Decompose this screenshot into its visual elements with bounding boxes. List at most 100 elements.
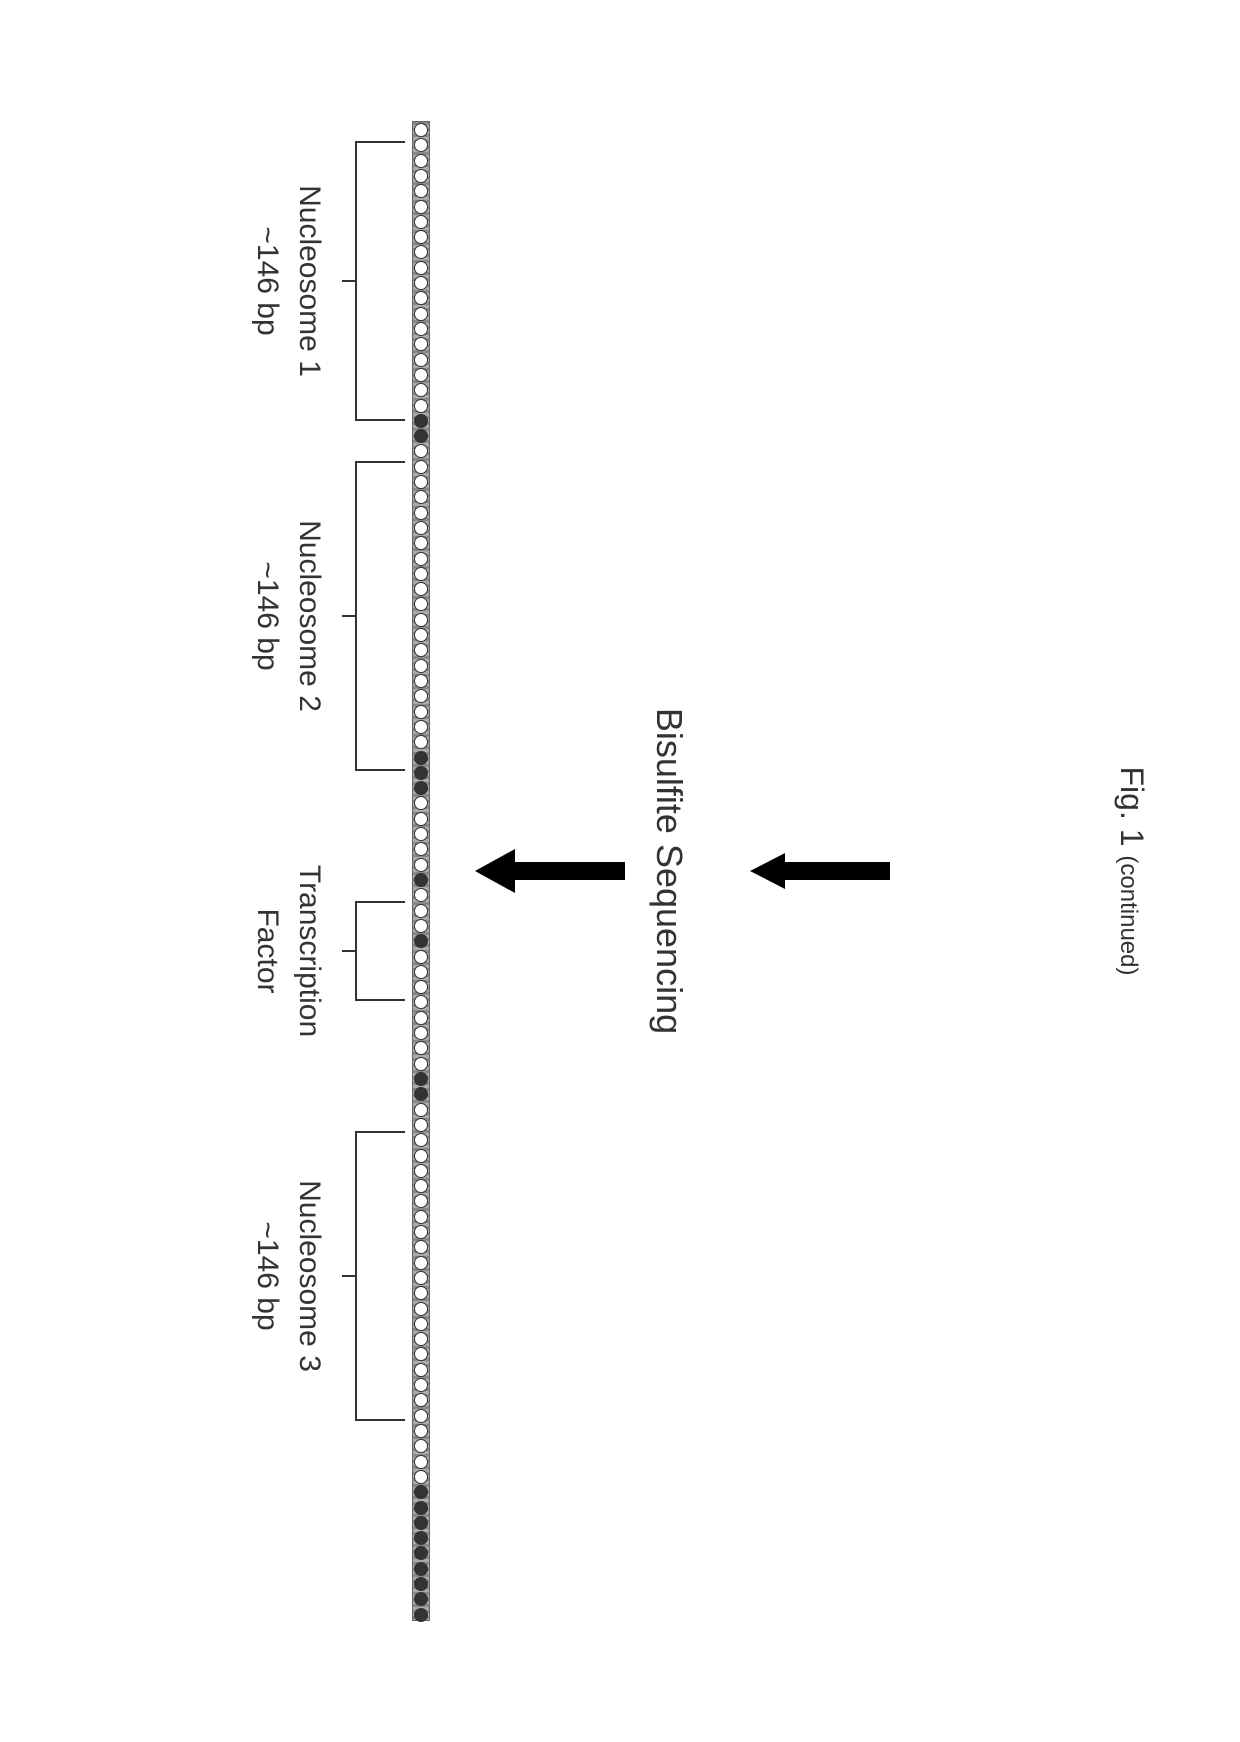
bracket-nucleosome-2 (355, 461, 405, 771)
methylated-circle-icon (414, 1546, 428, 1560)
unmethylated-circle-icon (414, 1271, 428, 1285)
top-arrow-icon (750, 851, 890, 891)
unmethylated-circle-icon (414, 1317, 428, 1331)
unmethylated-circle-icon (414, 1455, 428, 1469)
label-line1-transcription-factor: Transcription (288, 831, 330, 1071)
unmethylated-circle-icon (414, 796, 428, 810)
unmethylated-circle-icon (414, 215, 428, 229)
bracket-nucleosome-1 (355, 141, 405, 421)
unmethylated-circle-icon (414, 276, 428, 290)
methylated-circle-icon (414, 1577, 428, 1591)
label-nucleosome-2: Nucleosome 2~146 bp (246, 496, 330, 736)
methylated-circle-icon (414, 414, 428, 428)
unmethylated-circle-icon (414, 842, 428, 856)
unmethylated-circle-icon (414, 230, 428, 244)
methylated-circle-icon (414, 1608, 428, 1622)
label-nucleosome-3: Nucleosome 3~146 bp (246, 1156, 330, 1396)
unmethylated-circle-icon (414, 735, 428, 749)
unmethylated-circle-icon (414, 1133, 428, 1147)
unmethylated-circle-icon (414, 720, 428, 734)
label-nucleosome-1: Nucleosome 1~146 bp (246, 161, 330, 401)
methylated-circle-icon (414, 429, 428, 443)
unmethylated-circle-icon (414, 1103, 428, 1117)
unmethylated-circle-icon (414, 506, 428, 520)
unmethylated-circle-icon (414, 827, 428, 841)
circles-container (412, 121, 430, 1621)
sequencing-label: Bisulfite Sequencing (648, 708, 690, 1034)
unmethylated-circle-icon (414, 613, 428, 627)
unmethylated-circle-icon (414, 1439, 428, 1453)
unmethylated-circle-icon (414, 1011, 428, 1025)
unmethylated-circle-icon (414, 475, 428, 489)
unmethylated-circle-icon (414, 1363, 428, 1377)
methylated-circle-icon (414, 766, 428, 780)
methylated-circle-icon (414, 1592, 428, 1606)
unmethylated-circle-icon (414, 705, 428, 719)
unmethylated-circle-icon (414, 950, 428, 964)
methylated-circle-icon (414, 781, 428, 795)
unmethylated-circle-icon (414, 261, 428, 275)
label-line1-nucleosome-3: Nucleosome 3 (288, 1156, 330, 1396)
unmethylated-circle-icon (414, 490, 428, 504)
unmethylated-circle-icon (414, 582, 428, 596)
label-line2-transcription-factor: Factor (246, 831, 288, 1071)
figure-title-suffix: (continued) (1115, 855, 1142, 975)
unmethylated-circle-icon (414, 659, 428, 673)
unmethylated-circle-icon (414, 444, 428, 458)
label-line2-nucleosome-1: ~146 bp (246, 161, 288, 401)
methylated-circle-icon (414, 1501, 428, 1515)
methylated-circle-icon (414, 1516, 428, 1530)
methylated-circle-icon (414, 1562, 428, 1576)
unmethylated-circle-icon (414, 1057, 428, 1071)
unmethylated-circle-icon (414, 184, 428, 198)
methylated-circle-icon (414, 751, 428, 765)
unmethylated-circle-icon (414, 1347, 428, 1361)
methylated-circle-icon (414, 1072, 428, 1086)
unmethylated-circle-icon (414, 1210, 428, 1224)
unmethylated-circle-icon (414, 567, 428, 581)
methylated-circle-icon (414, 1485, 428, 1499)
unmethylated-circle-icon (414, 643, 428, 657)
unmethylated-circle-icon (414, 552, 428, 566)
unmethylated-circle-icon (414, 1393, 428, 1407)
methylated-circle-icon (414, 1087, 428, 1101)
unmethylated-circle-icon (414, 1470, 428, 1484)
brackets-container (350, 121, 410, 1621)
unmethylated-circle-icon (414, 1164, 428, 1178)
unmethylated-circle-icon (414, 812, 428, 826)
unmethylated-circle-icon (414, 322, 428, 336)
unmethylated-circle-icon (414, 1041, 428, 1055)
unmethylated-circle-icon (414, 1378, 428, 1392)
unmethylated-circle-icon (414, 368, 428, 382)
unmethylated-circle-icon (414, 628, 428, 642)
unmethylated-circle-icon (414, 337, 428, 351)
unmethylated-circle-icon (414, 597, 428, 611)
unmethylated-circle-icon (414, 995, 428, 1009)
label-line2-nucleosome-2: ~146 bp (246, 496, 288, 736)
unmethylated-circle-icon (414, 1409, 428, 1423)
bracket-nucleosome-3 (355, 1131, 405, 1421)
unmethylated-circle-icon (414, 1286, 428, 1300)
label-transcription-factor: TranscriptionFactor (246, 831, 330, 1071)
page-container: Fig. 1 (continued) Bisulfite Sequencing … (0, 0, 1240, 1742)
figure-title-prefix: Fig. 1 (1114, 767, 1150, 847)
unmethylated-circle-icon (414, 353, 428, 367)
unmethylated-circle-icon (414, 154, 428, 168)
unmethylated-circle-icon (414, 1149, 428, 1163)
unmethylated-circle-icon (414, 1256, 428, 1270)
unmethylated-circle-icon (414, 1194, 428, 1208)
unmethylated-circle-icon (414, 1424, 428, 1438)
unmethylated-circle-icon (414, 904, 428, 918)
unmethylated-circle-icon (414, 200, 428, 214)
unmethylated-circle-icon (414, 138, 428, 152)
unmethylated-circle-icon (414, 245, 428, 259)
unmethylated-circle-icon (414, 1240, 428, 1254)
figure-title: Fig. 1 (continued) (1113, 767, 1150, 976)
unmethylated-circle-icon (414, 1225, 428, 1239)
unmethylated-circle-icon (414, 674, 428, 688)
unmethylated-circle-icon (414, 291, 428, 305)
unmethylated-circle-icon (414, 919, 428, 933)
unmethylated-circle-icon (414, 858, 428, 872)
unmethylated-circle-icon (414, 888, 428, 902)
unmethylated-circle-icon (414, 399, 428, 413)
